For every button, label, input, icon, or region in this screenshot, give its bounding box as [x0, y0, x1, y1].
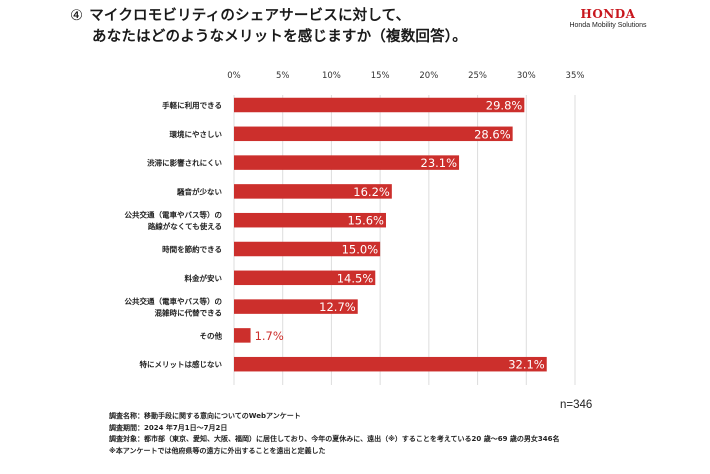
category-label: 特にメリットは感じない [140, 359, 223, 369]
data-label: 15.6% [347, 214, 384, 228]
bar [234, 356, 547, 372]
data-label: 12.7% [319, 300, 356, 314]
data-label: 23.1% [421, 156, 458, 170]
category-label: 路線がなくても使える [148, 221, 222, 231]
note-survey-name: 調査名称：移動手段に関する意向についてのWebアンケート [109, 412, 301, 420]
category-label: 環境にやさしい [170, 129, 223, 139]
bar [234, 241, 381, 257]
category-label: 混雑時に代替できる [155, 308, 222, 318]
category-label: 公共交通（電車やバス等）の [125, 210, 223, 220]
category-label: 騒音が少ない [176, 186, 222, 196]
bar [234, 97, 525, 113]
x-tick-label: 5% [276, 71, 290, 81]
x-tick-label: 20% [419, 71, 438, 81]
bar [234, 184, 392, 199]
x-tick-label: 10% [322, 71, 341, 81]
bar-chart: 0% 5% 10% 15% 20% 25% 30% 35% 手軽に利用できる 29.8% 環境にやさ… [125, 71, 585, 385]
x-tick-label: 30% [517, 71, 536, 81]
data-label: 28.6% [474, 127, 511, 141]
category-label: 時間を節約できる [162, 244, 222, 254]
category-label: 手軽に利用できる [162, 100, 222, 110]
chart-title: ④ マイクロモビリティのシェアサービスに対して、 あなたはどのようなメリットを感じ… [70, 6, 467, 48]
data-label: 14.5% [337, 271, 374, 285]
data-label: 15.0% [342, 243, 379, 257]
x-tick-label: 25% [468, 71, 487, 81]
brand-name: HONDA [580, 7, 636, 21]
bar [234, 155, 460, 170]
bar [234, 328, 251, 343]
category-label: その他 [200, 330, 223, 340]
note-definition: ※本アンケートでは他府県等の遠方に外出することを遠出と定義した [109, 446, 326, 455]
x-tick-label: 35% [566, 71, 585, 81]
honda-logo: HONDA Honda Mobility Solutions [560, 8, 656, 30]
bar [234, 270, 376, 286]
survey-notes: 調査名称：移動手段に関する意向についてのWebアンケート 調査期間：2024 年… [109, 411, 560, 457]
category-label: 公共交通（電車やバス等）の [125, 296, 223, 306]
note-survey-target: 調査対象：都市部（東京、愛知、大阪、福岡）に居住しており、今年の夏休みに、遠出（… [109, 435, 560, 443]
question-number: ④ [70, 8, 84, 24]
data-label: 1.7% [255, 329, 284, 343]
data-label: 32.1% [508, 358, 545, 372]
brand-subtitle: Honda Mobility Solutions [569, 22, 647, 29]
data-label: 16.2% [353, 185, 390, 199]
category-label: 渋滞に影響されにくい [147, 158, 222, 168]
x-tick-label: 15% [371, 71, 390, 81]
note-survey-period: 調査期間：2024 年7月1日〜7月2日 [109, 423, 228, 432]
bar [234, 212, 386, 228]
title-line-1: マイクロモビリティのシェアサービスに対して、 [89, 8, 411, 24]
data-label: 29.8% [486, 99, 523, 113]
sample-size: n=346 [560, 399, 593, 411]
category-label: 料金が安い [185, 273, 223, 283]
bar [234, 299, 358, 314]
x-tick-label: 0% [227, 71, 241, 81]
bar [234, 126, 513, 142]
title-line-2: あなたはどのようなメリットを感じますか（複数回答）。 [92, 29, 467, 45]
